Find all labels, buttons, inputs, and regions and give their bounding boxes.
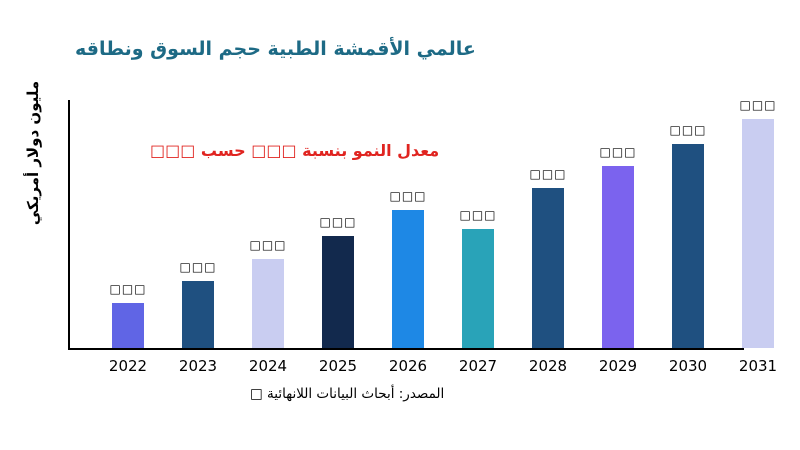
bar-value-label-2031: □□□ <box>739 97 777 112</box>
chart-title: عالمي الأقمشة الطبية حجم السوق ونطاقه <box>75 38 476 60</box>
bar-2025 <box>322 235 354 348</box>
bar-2031 <box>742 118 774 348</box>
bar-2026 <box>392 210 424 348</box>
bar-2028 <box>532 188 564 348</box>
x-tick-2023: 2023 <box>178 357 218 375</box>
bar-2022 <box>112 303 144 348</box>
bar-value-label-2026: □□□ <box>389 189 427 204</box>
x-tick-2022: 2022 <box>108 357 148 375</box>
x-axis <box>68 348 744 350</box>
bar-2029 <box>602 166 634 348</box>
x-tick-2026: 2026 <box>388 357 428 375</box>
bar-value-label-2024: □□□ <box>249 237 287 252</box>
x-tick-2027: 2027 <box>458 357 498 375</box>
bar-value-label-2029: □□□ <box>599 145 637 160</box>
bar-value-label-2025: □□□ <box>319 214 357 229</box>
bar-2027 <box>462 228 494 348</box>
x-tick-2030: 2030 <box>668 357 708 375</box>
y-axis <box>68 100 70 350</box>
x-tick-2028: 2028 <box>528 357 568 375</box>
x-tick-2031: 2031 <box>738 357 778 375</box>
bar-2030 <box>672 143 704 348</box>
bar-value-label-2027: □□□ <box>459 207 497 222</box>
bar-value-label-2030: □□□ <box>669 122 707 137</box>
bar-2023 <box>182 280 214 348</box>
bar-value-label-2028: □□□ <box>529 167 567 182</box>
bar-value-label-2023: □□□ <box>179 259 217 274</box>
source-text: المصدر: أبحاث البيانات اللانهائية □ <box>250 386 445 402</box>
x-tick-2029: 2029 <box>598 357 638 375</box>
growth-annotation: معدل النمو بنسبة □□□ حسب □□□ <box>150 141 440 160</box>
bar-2024 <box>252 258 284 348</box>
x-tick-2024: 2024 <box>248 357 288 375</box>
x-tick-2025: 2025 <box>318 357 358 375</box>
bar-value-label-2022: □□□ <box>109 282 147 297</box>
